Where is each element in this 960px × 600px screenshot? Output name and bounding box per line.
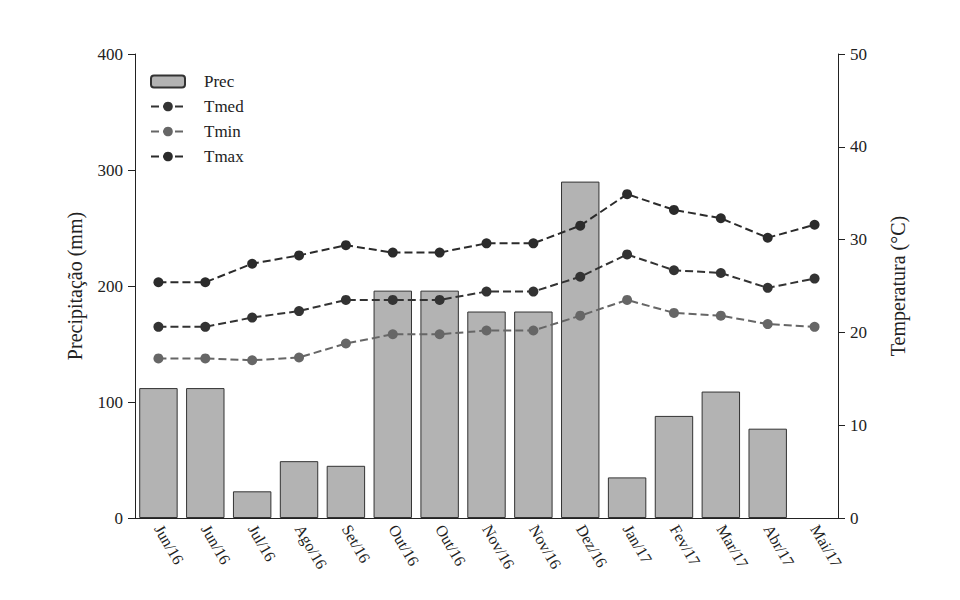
svg-text:20: 20 (850, 323, 867, 342)
svg-text:Tmed: Tmed (204, 97, 244, 116)
svg-text:Out/16: Out/16 (432, 522, 469, 569)
svg-text:Mar/17: Mar/17 (713, 522, 751, 571)
svg-text:Jul/16: Jul/16 (245, 522, 279, 564)
svg-text:0: 0 (850, 509, 859, 528)
svg-text:Jun/16: Jun/16 (151, 522, 187, 567)
svg-text:Nov/16: Nov/16 (526, 522, 565, 572)
svg-text:300: 300 (98, 161, 124, 180)
svg-text:Dez/16: Dez/16 (573, 522, 611, 570)
svg-text:0: 0 (115, 509, 124, 528)
svg-text:Fev/17: Fev/17 (667, 522, 704, 569)
svg-text:Precipitação (mm): Precipitação (mm) (64, 212, 87, 360)
svg-text:Nov/16: Nov/16 (479, 522, 518, 572)
svg-text:Temperatura (°C): Temperatura (°C) (887, 216, 910, 356)
svg-text:Abr/17: Abr/17 (760, 522, 797, 570)
svg-text:400: 400 (98, 45, 124, 64)
svg-text:Out/16: Out/16 (385, 522, 422, 569)
svg-text:Jan/17: Jan/17 (620, 522, 656, 567)
svg-text:Ago/16: Ago/16 (291, 522, 331, 573)
svg-text:10: 10 (850, 416, 867, 435)
svg-text:Jun/16: Jun/16 (198, 522, 234, 567)
svg-text:30: 30 (850, 230, 867, 249)
svg-text:Mai/17: Mai/17 (807, 522, 845, 570)
svg-text:Tmax: Tmax (204, 147, 244, 166)
svg-text:50: 50 (850, 45, 867, 64)
svg-text:Set/16: Set/16 (339, 522, 374, 566)
svg-text:Tmin: Tmin (204, 122, 241, 141)
svg-text:100: 100 (98, 393, 124, 412)
svg-text:40: 40 (850, 137, 867, 156)
svg-text:200: 200 (98, 277, 124, 296)
svg-text:Prec: Prec (204, 72, 235, 91)
